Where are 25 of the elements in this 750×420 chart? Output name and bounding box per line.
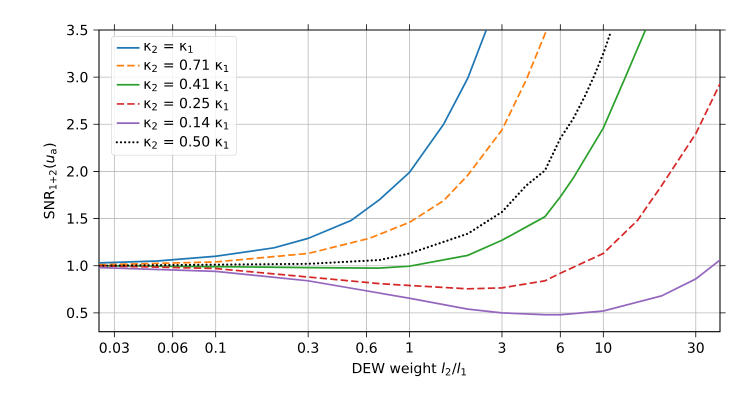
x-tick-label: 3	[498, 342, 506, 353]
y-axis-title: SNR$_{1+2}$(u$_{a}$)	[44, 144, 57, 218]
x-tick-label: 0.06	[158, 342, 188, 353]
x-tick-label: 6	[556, 342, 564, 353]
y-tick-label: 0.5	[67, 308, 88, 318]
x-axis-title: DEW weight l$_{2}$/l$_{1}$	[352, 362, 466, 376]
legend-label: κ$_{2}$ = κ$_{1}$	[144, 42, 193, 53]
y-tick-label: 3.0	[67, 72, 88, 82]
x-tick-label: 0.3	[298, 342, 318, 353]
y-tick-label: 3.5	[67, 24, 88, 36]
x-tick-label: 0.1	[205, 342, 226, 353]
x-tick-label: 0.6	[356, 342, 377, 353]
x-tick-label: 1	[406, 342, 413, 353]
legend-label: κ$_{2}$ = 0.25 κ$_{1}$	[144, 98, 228, 110]
y-tick-label: 1.5	[68, 213, 88, 224]
y-tick-label: 2.5	[67, 118, 88, 130]
legend-label: κ$_{2}$ = 0.71 κ$_{1}$	[144, 59, 228, 72]
x-tick-label: 10	[596, 342, 612, 353]
y-tick-label: 1.0	[68, 260, 88, 271]
legend-label: κ$_{2}$ = 0.50 κ$_{1}$	[144, 136, 228, 149]
legend-label: κ$_{2}$ = 0.41 κ$_{1}$	[144, 78, 228, 92]
x-tick-label: 30	[688, 342, 704, 353]
legend-label: κ$_{2}$ = 0.14 κ$_{1}$	[144, 116, 228, 130]
x-tick-label: 0.03	[100, 342, 129, 353]
y-tick-label: 2.0	[67, 166, 88, 177]
